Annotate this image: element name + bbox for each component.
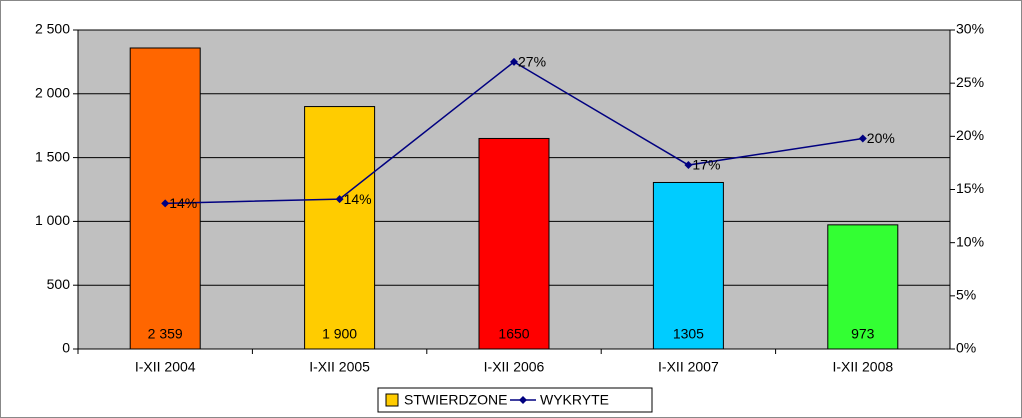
line-value-label: 27% [518,54,546,70]
legend-marker [519,396,527,404]
y-tick-label: 1 000 [35,212,70,228]
bar [652,181,724,350]
y2-tick-label: 20% [956,127,984,143]
bar-value-label: 1305 [673,326,704,342]
y2-tick-label: 15% [956,180,984,196]
bar-value-label: 1 900 [322,326,357,342]
x-tick-label: I-XII 2006 [484,359,545,375]
bar-value-label: 973 [851,326,875,342]
line-marker [684,161,693,170]
y-tick-label: 500 [47,276,71,292]
bar-value-label: 1650 [498,326,529,342]
y-tick-label: 2 500 [35,21,70,37]
line-marker [335,195,344,204]
legend-swatch [385,393,399,407]
x-tick-label: I-XII 2005 [309,359,370,375]
y-tick-label: 1 500 [35,148,70,164]
line-value-label: 20% [867,130,895,146]
line-value-label: 17% [692,157,720,173]
bar-value-label: 2 359 [148,326,183,342]
x-tick-label: I-XII 2008 [832,359,893,375]
y2-tick-label: 30% [956,21,984,37]
line-value-label: 14% [169,195,197,211]
x-tick-label: I-XII 2007 [658,359,719,375]
line-value-label: 14% [344,191,372,207]
bar [827,224,899,350]
y-tick-label: 2 000 [35,85,70,101]
y2-tick-label: 10% [956,233,984,249]
bar [478,137,550,350]
line-marker [161,199,170,208]
y-tick-label: 0 [62,340,70,356]
y2-tick-label: 25% [956,74,984,90]
bar [304,106,376,350]
legend-label: WYKRYTE [540,392,609,408]
line-marker [510,57,518,66]
bar [129,47,201,350]
y2-tick-label: 5% [956,287,976,303]
legend-label: STWIERDZONE [404,392,507,408]
x-tick-label: I-XII 2004 [135,359,196,375]
line-marker [858,134,867,143]
y2-tick-label: 0% [956,340,976,356]
